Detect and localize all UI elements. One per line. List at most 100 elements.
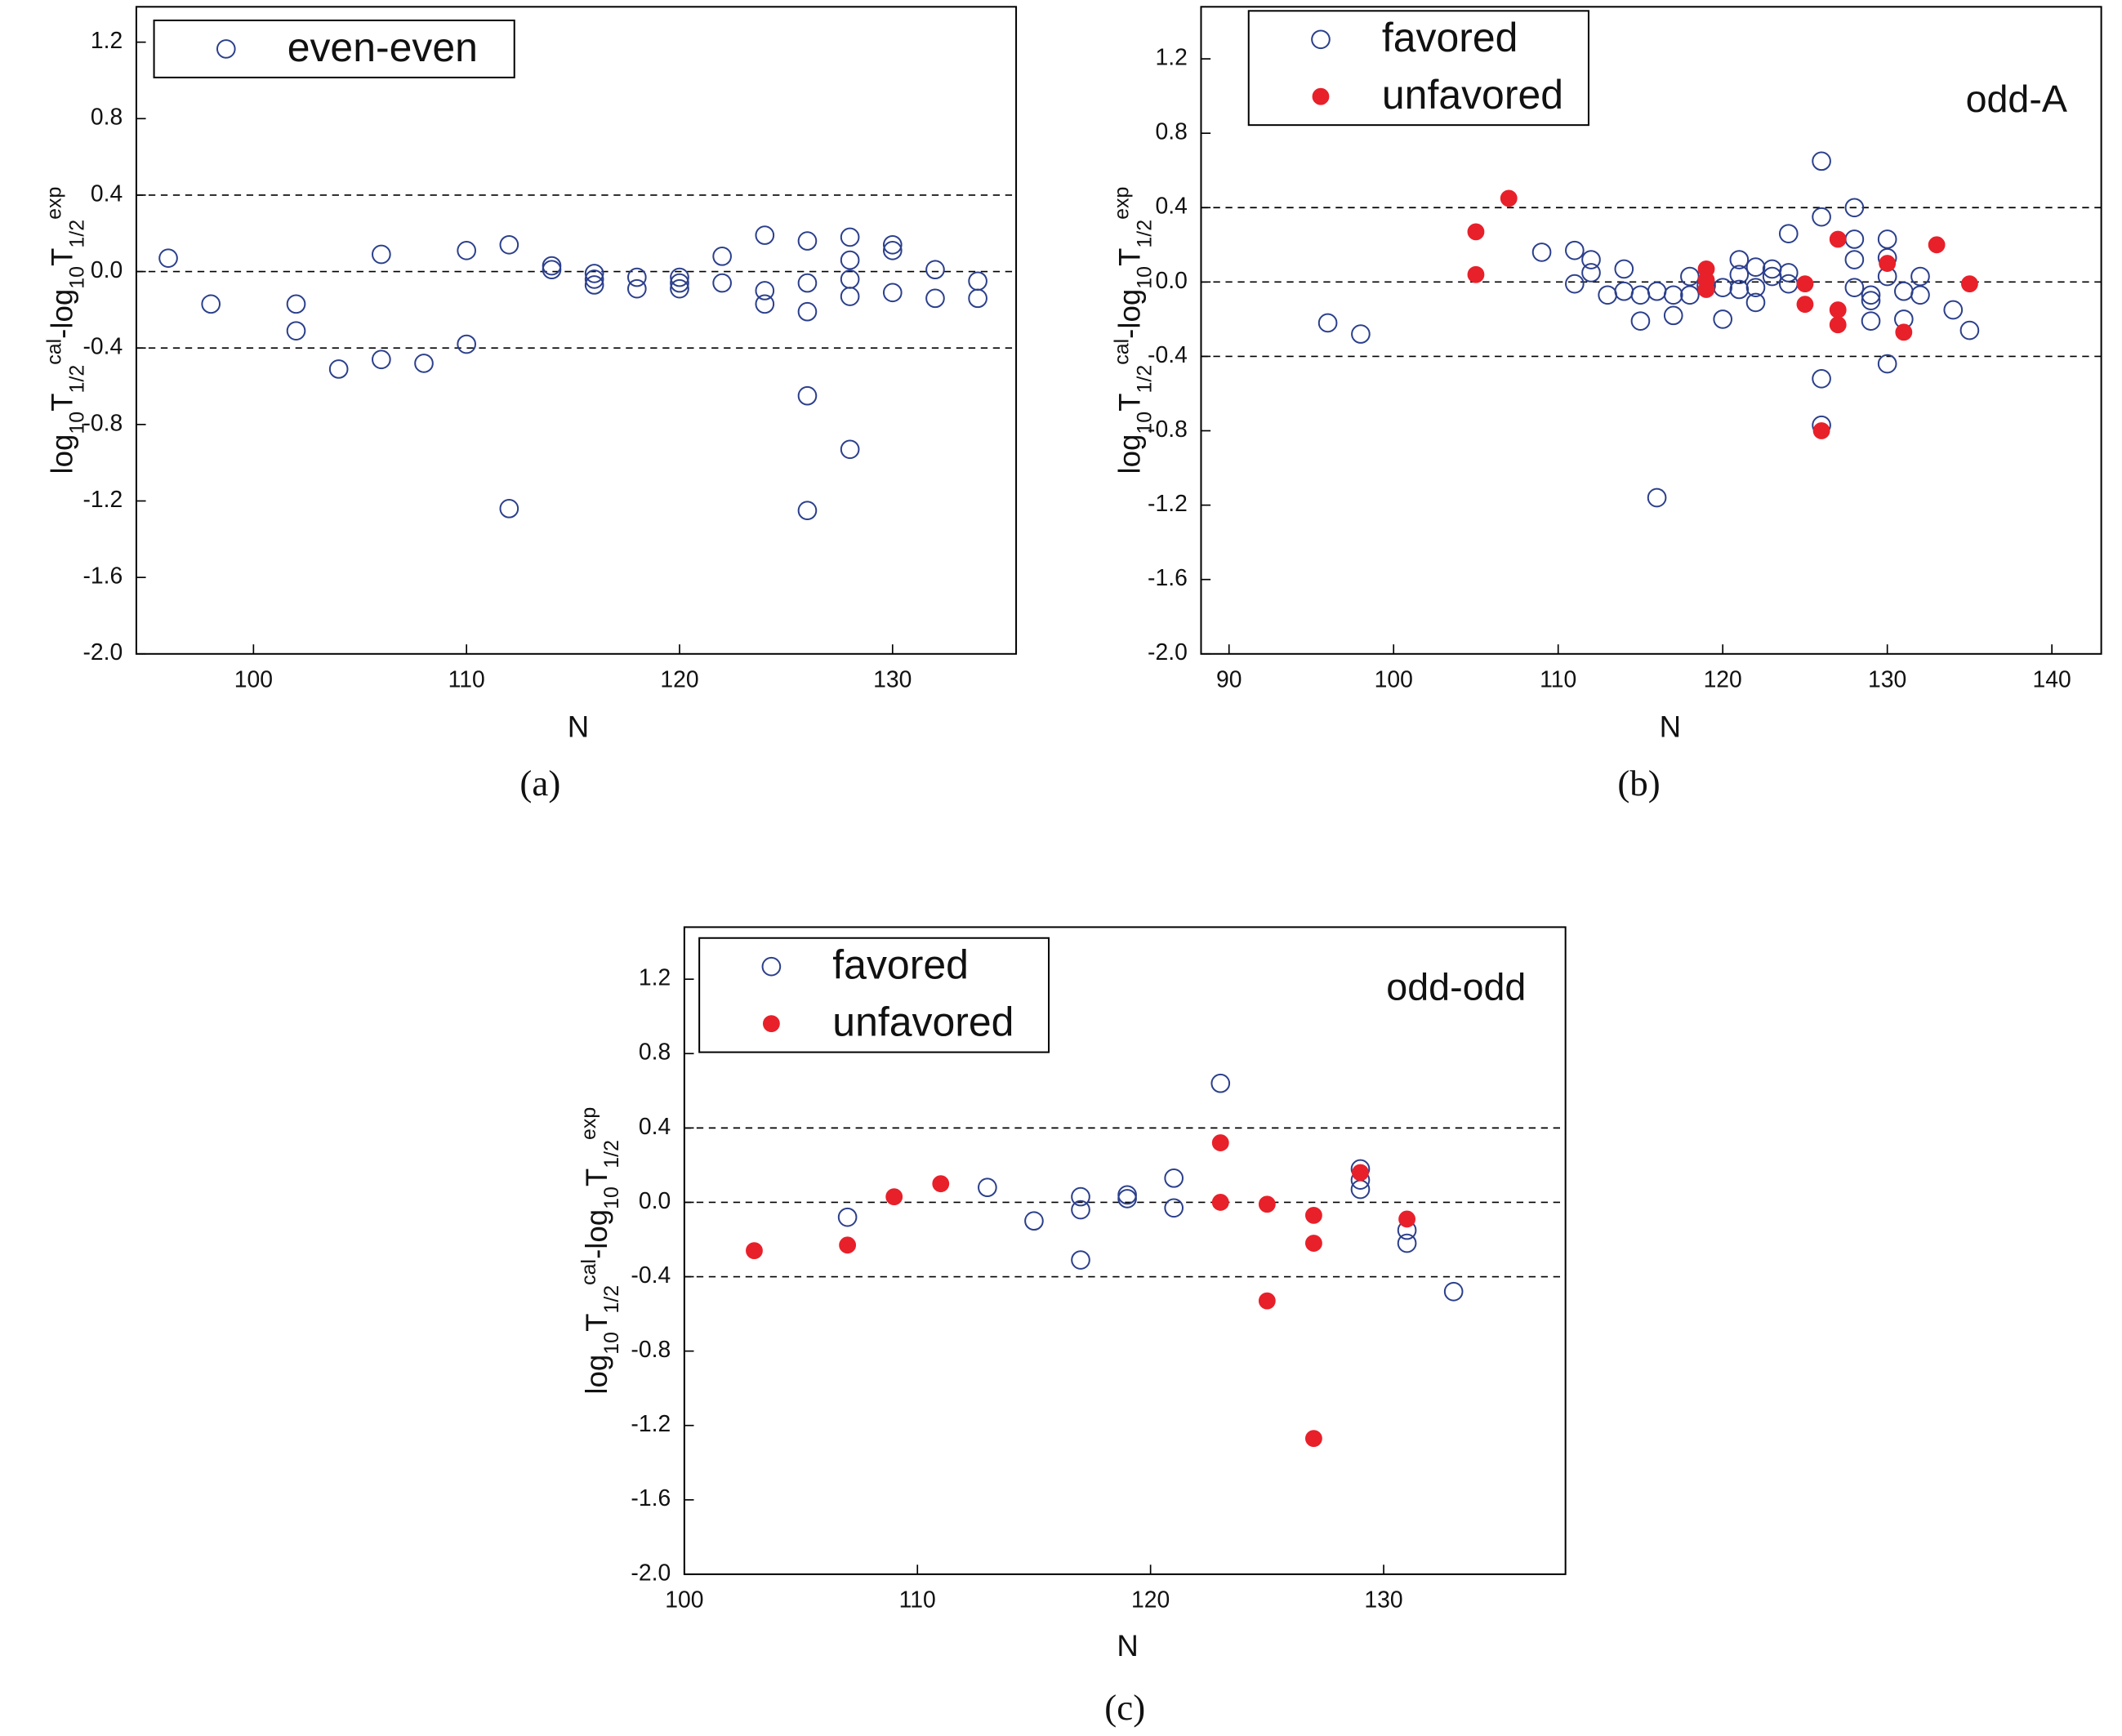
marker [584,275,604,295]
marker [542,256,562,276]
marker [797,385,818,406]
x-tick-label: 130 [873,666,912,692]
marker [1397,1233,1417,1253]
marker [978,1177,997,1198]
marker [499,234,519,255]
x-tick-label: 100 [234,666,273,692]
x-tick-label: 100 [1375,666,1413,692]
marker [1630,285,1651,305]
y-tick-label: -2.0 [631,1559,671,1585]
marker [1565,274,1585,294]
marker [1352,1164,1369,1182]
caption: (b) [1617,763,1660,803]
x-tick-label: 140 [2033,666,2071,692]
marker [1663,305,1683,326]
y-axis-label: log10T1/2cal-log10T1/2exp [43,187,89,474]
marker [840,439,860,460]
marker [1680,266,1700,287]
marker [1663,285,1683,305]
x-tick-label: 120 [1704,666,1742,692]
legend-label: favored [1382,15,1518,60]
marker [837,1207,858,1227]
y-tick-label: -1.6 [1148,564,1188,590]
marker [286,321,306,341]
marker [1117,1185,1137,1205]
legend-marker [762,1015,780,1033]
marker [1581,250,1601,269]
y-axis-label-part: T [580,1314,613,1332]
y-axis-label-part: 10 [66,266,89,289]
y-tick-label: 0.4 [91,180,123,206]
x-axis-label: N [1117,1629,1138,1663]
marker [1647,281,1667,301]
legend-label: unfavored [832,999,1014,1044]
y-tick-label: 0.0 [1155,267,1187,293]
marker [1164,1168,1184,1188]
y-axis-label-part: 10 [600,1332,623,1355]
y-tick-label: -2.0 [82,639,123,665]
marker [1443,1281,1464,1302]
marker [1829,230,1847,248]
marker [372,349,391,370]
y-axis-label: log10T1/2cal-log10T1/2exp [577,1107,623,1395]
marker [1844,229,1865,249]
marker [1500,189,1518,207]
y-axis-label-part: T [1113,248,1147,266]
y-axis-label-part: -log [46,289,79,339]
marker [840,269,860,289]
marker [1778,263,1799,283]
marker [797,273,818,293]
plot-frame [1200,6,2102,655]
marker [1211,1134,1229,1151]
marker [1729,279,1750,300]
marker [626,278,647,299]
y-tick-label: 0.8 [91,104,123,130]
y-tick-label: 0.4 [1155,193,1187,219]
y-axis-label-part: T [1113,393,1147,411]
panel: -2.0 -1.6 -1.2 -0.8 -0.4 0.0 0.4 0.8 1.2 100 110 12… [577,926,1567,1728]
y-tick-label: -0.4 [631,1262,671,1288]
marker [1210,1073,1231,1093]
marker [840,227,860,247]
marker [1071,1250,1090,1270]
marker [1630,311,1651,331]
marker [1861,311,1881,331]
marker [1117,1189,1137,1209]
marker [1565,240,1585,260]
annotation: odd-odd [1386,965,1526,1008]
marker [882,234,903,255]
y-tick-label: -1.6 [82,563,123,589]
marker [1164,1198,1184,1218]
y-tick-label: -2.0 [1148,639,1188,665]
legend-box [153,19,515,78]
marker [1812,207,1831,227]
marker [1729,265,1750,285]
marker [1861,285,1881,305]
marker [925,260,945,280]
marker [840,287,860,306]
marker [1713,309,1733,329]
legend-box [698,937,1050,1053]
y-tick-label: -0.8 [82,409,123,435]
marker [839,1236,857,1254]
marker [457,240,476,260]
marker [1778,274,1799,294]
y-axis-label-part: log [46,434,79,474]
panel: -2.0 -1.6 -1.2 -0.8 -0.4 0.0 0.4 0.8 1.2 90 100 110… [1111,6,2102,803]
x-tick-label: 90 [1216,666,1242,692]
marker [1024,1211,1044,1231]
y-tick-label: 0.0 [91,256,123,283]
legend-marker [1311,29,1331,50]
marker [1745,278,1766,298]
marker [968,288,987,309]
marker [1812,151,1831,171]
marker [670,278,689,299]
caption: (a) [519,763,560,803]
y-tick-label: -1.2 [631,1410,671,1436]
marker [1581,263,1601,283]
marker [1745,292,1766,313]
y-axis-label-part: cal [1111,339,1134,365]
marker [1762,266,1782,287]
panel: -2.0 -1.6 -1.2 -0.8 -0.4 0.0 0.4 0.8 1.2 100 110 12… [43,6,1018,803]
